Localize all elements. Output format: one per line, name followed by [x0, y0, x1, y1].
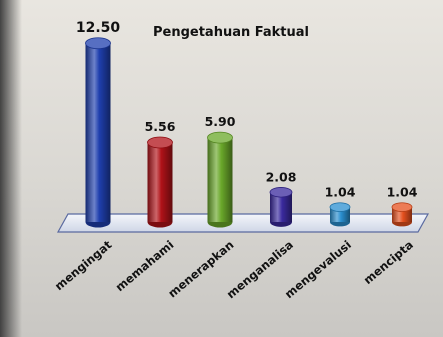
bar-top [329, 202, 351, 212]
bar-mengingat [85, 37, 111, 228]
value-label-menerapkan: 5.90 [205, 114, 236, 129]
bar-body [85, 43, 111, 222]
category-label-mengingat: mengingat [52, 237, 115, 293]
value-label-memahami: 5.56 [145, 119, 176, 134]
value-labels-group: 12.50 5.56 5.90 2.08 1.04 1.04 [76, 20, 418, 200]
bar-menerapkan [207, 131, 233, 228]
bar-mencipta [391, 202, 413, 227]
value-label-mencipta: 1.04 [387, 185, 418, 200]
bar-top [391, 202, 413, 212]
bar-body [270, 192, 292, 222]
bar-body [147, 142, 173, 222]
chart-floor [56, 213, 430, 233]
value-label-mengingat: 12.50 [76, 20, 121, 36]
bar-memahami [147, 136, 173, 228]
category-labels-group: mengingatmemahamimenerapkanmenganalisame… [52, 237, 416, 301]
bar-top [147, 136, 173, 149]
bar-top [207, 131, 233, 144]
bar-body [207, 137, 233, 222]
value-label-mengevalusi: 1.04 [325, 185, 356, 200]
value-label-menganalisa: 2.08 [266, 169, 297, 184]
bar-top [85, 37, 111, 50]
bars-group [85, 37, 413, 228]
chart-title: Pengetahuan Faktual [153, 25, 309, 40]
category-label-mencipta: mencipta [361, 238, 416, 287]
bar-menganalisa [269, 187, 293, 227]
bar-mengevalusi [329, 202, 351, 227]
bar-top [269, 187, 293, 198]
category-label-memahami: memahami [113, 238, 177, 295]
left-edge-shadow [0, 0, 22, 337]
